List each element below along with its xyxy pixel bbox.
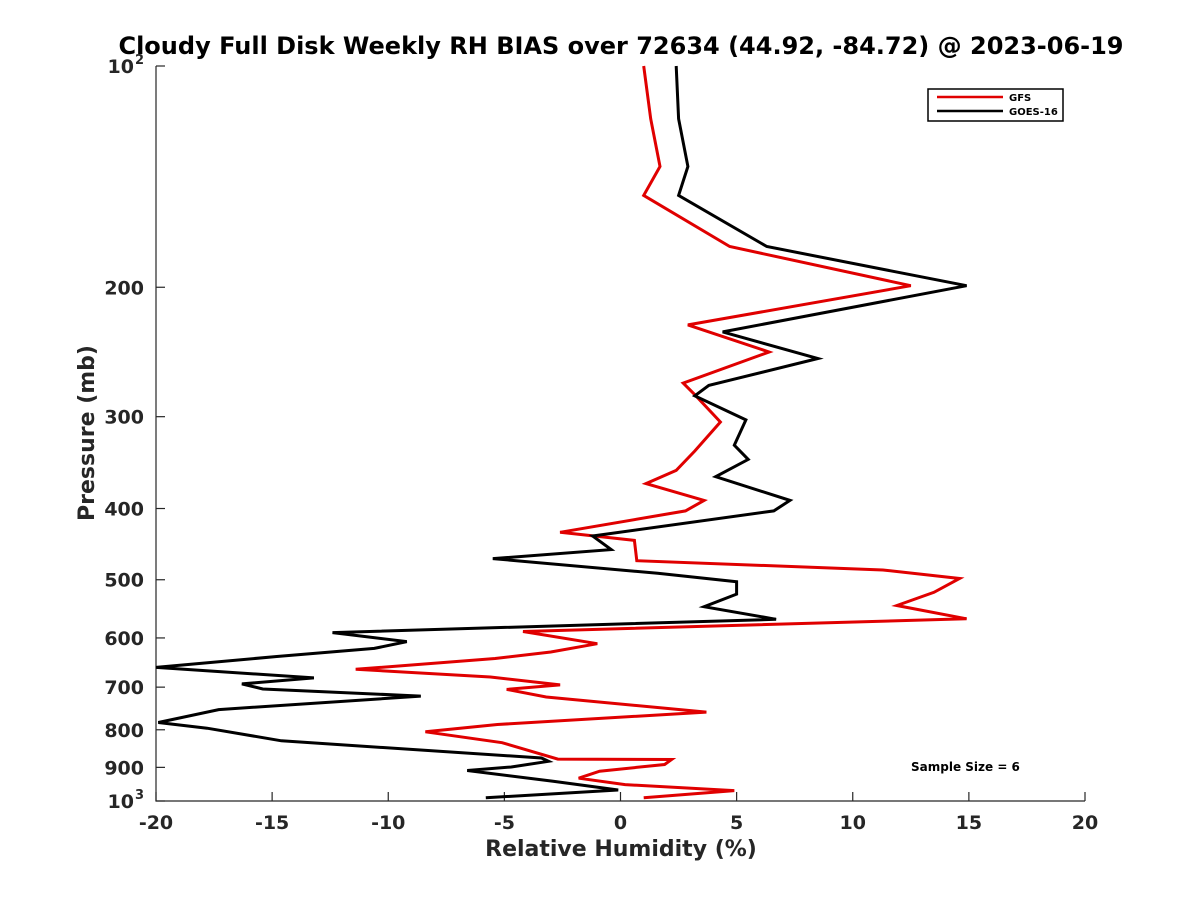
y-tick-label: 600 bbox=[104, 628, 144, 650]
y-axis-label: Pressure (mb) bbox=[75, 345, 100, 521]
x-tick-label: 20 bbox=[1072, 812, 1098, 834]
y-tick-label: 800 bbox=[104, 720, 144, 742]
x-tick-label: -20 bbox=[139, 812, 173, 834]
x-tick-label: -15 bbox=[255, 812, 289, 834]
legend: GFS GOES-16 bbox=[927, 88, 1064, 122]
x-tick-label: -10 bbox=[371, 812, 405, 834]
y-tick-label: 400 bbox=[104, 499, 144, 521]
series-line-gfs bbox=[355, 65, 967, 800]
sample-size-annotation: Sample Size = 6 bbox=[911, 760, 1020, 774]
series-line-goes-16 bbox=[155, 65, 967, 800]
plot-area: -20 -15 -10 -5 0 5 10 15 20 10 220030040050060070… bbox=[104, 53, 1098, 834]
y-tick-label-exponent: 3 bbox=[135, 788, 144, 803]
x-tick-label: 0 bbox=[614, 812, 627, 834]
y-tick-label: 200 bbox=[104, 277, 144, 299]
y-tick-label: 10 bbox=[108, 56, 134, 78]
x-tick-label: 5 bbox=[730, 812, 743, 834]
y-tick-label: 500 bbox=[104, 570, 144, 592]
x-tick-label: 15 bbox=[956, 812, 982, 834]
legend-label-gfs: GFS bbox=[1009, 93, 1031, 104]
y-tick-label-exponent: 2 bbox=[135, 53, 144, 68]
legend-label-goes-16: GOES-16 bbox=[1009, 107, 1058, 118]
x-tick-label: -5 bbox=[494, 812, 515, 834]
x-axis-ticks: -20 -15 -10 -5 0 5 10 15 20 bbox=[139, 792, 1098, 834]
y-tick-label: 700 bbox=[104, 677, 144, 699]
x-axis-label: Relative Humidity (%) bbox=[485, 837, 757, 862]
y-tick-label: 900 bbox=[104, 757, 144, 779]
y-tick-label: 10 bbox=[108, 791, 134, 813]
y-tick-label: 300 bbox=[104, 407, 144, 429]
series-layer bbox=[155, 65, 967, 800]
x-tick-label: 10 bbox=[840, 812, 866, 834]
chart-title: Cloudy Full Disk Weekly RH BIAS over 726… bbox=[118, 32, 1123, 60]
legend-box bbox=[927, 88, 1064, 122]
